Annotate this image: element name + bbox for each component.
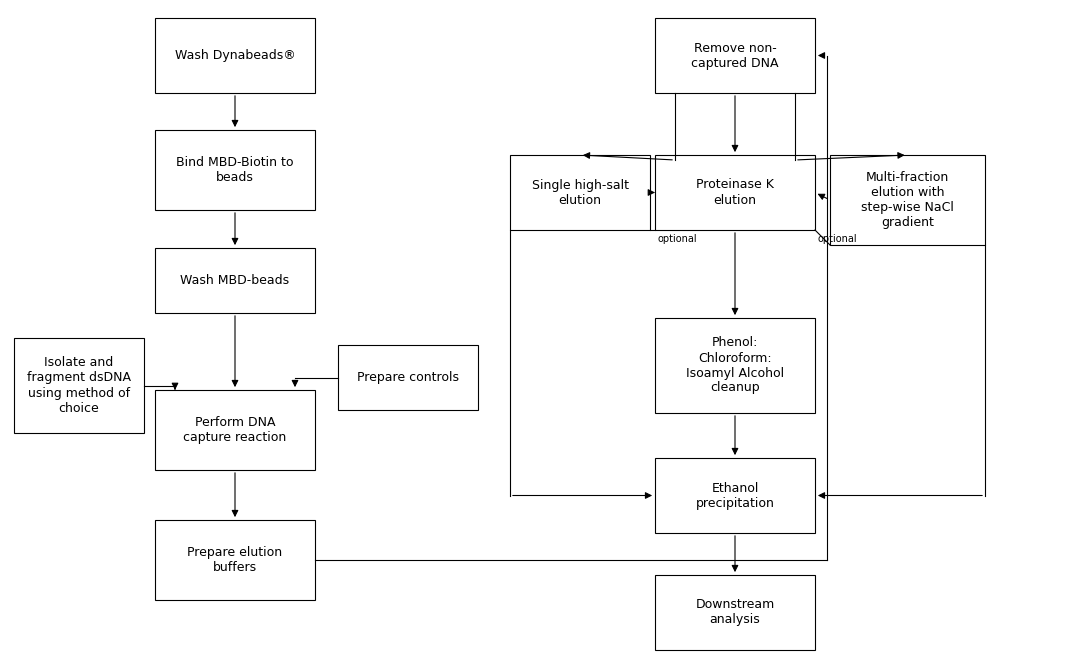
Text: Wash Dynabeads®: Wash Dynabeads® xyxy=(175,49,295,62)
Bar xyxy=(655,155,814,230)
Text: Wash MBD-beads: Wash MBD-beads xyxy=(180,274,290,287)
Bar xyxy=(155,130,315,210)
Bar xyxy=(14,338,144,433)
Text: optional: optional xyxy=(658,234,697,244)
Text: Prepare elution
buffers: Prepare elution buffers xyxy=(188,546,282,574)
Text: Downstream
analysis: Downstream analysis xyxy=(695,598,774,627)
Text: Ethanol
precipitation: Ethanol precipitation xyxy=(695,481,774,509)
Bar xyxy=(655,575,814,650)
Bar xyxy=(655,18,814,93)
Bar xyxy=(155,248,315,313)
Text: optional: optional xyxy=(818,234,858,244)
Text: Phenol:
Chloroform:
Isoamyl Alcohol
cleanup: Phenol: Chloroform: Isoamyl Alcohol clea… xyxy=(686,337,784,394)
Text: Prepare controls: Prepare controls xyxy=(357,371,459,384)
Text: Proteinase K
elution: Proteinase K elution xyxy=(696,179,774,207)
Bar xyxy=(155,520,315,600)
Bar xyxy=(155,18,315,93)
Text: Perform DNA
capture reaction: Perform DNA capture reaction xyxy=(184,416,287,444)
Bar xyxy=(338,345,478,410)
Text: Isolate and
fragment dsDNA
using method of
choice: Isolate and fragment dsDNA using method … xyxy=(27,357,131,414)
Bar xyxy=(655,318,814,413)
Bar xyxy=(510,155,651,230)
Text: Bind MBD-Biotin to
beads: Bind MBD-Biotin to beads xyxy=(176,156,293,184)
Text: Single high-salt
elution: Single high-salt elution xyxy=(531,179,629,207)
Bar xyxy=(655,458,814,533)
Bar xyxy=(155,390,315,470)
Bar xyxy=(830,155,985,245)
Text: Multi-fraction
elution with
step-wise NaCl
gradient: Multi-fraction elution with step-wise Na… xyxy=(861,171,954,229)
Text: Remove non-
captured DNA: Remove non- captured DNA xyxy=(692,41,779,70)
